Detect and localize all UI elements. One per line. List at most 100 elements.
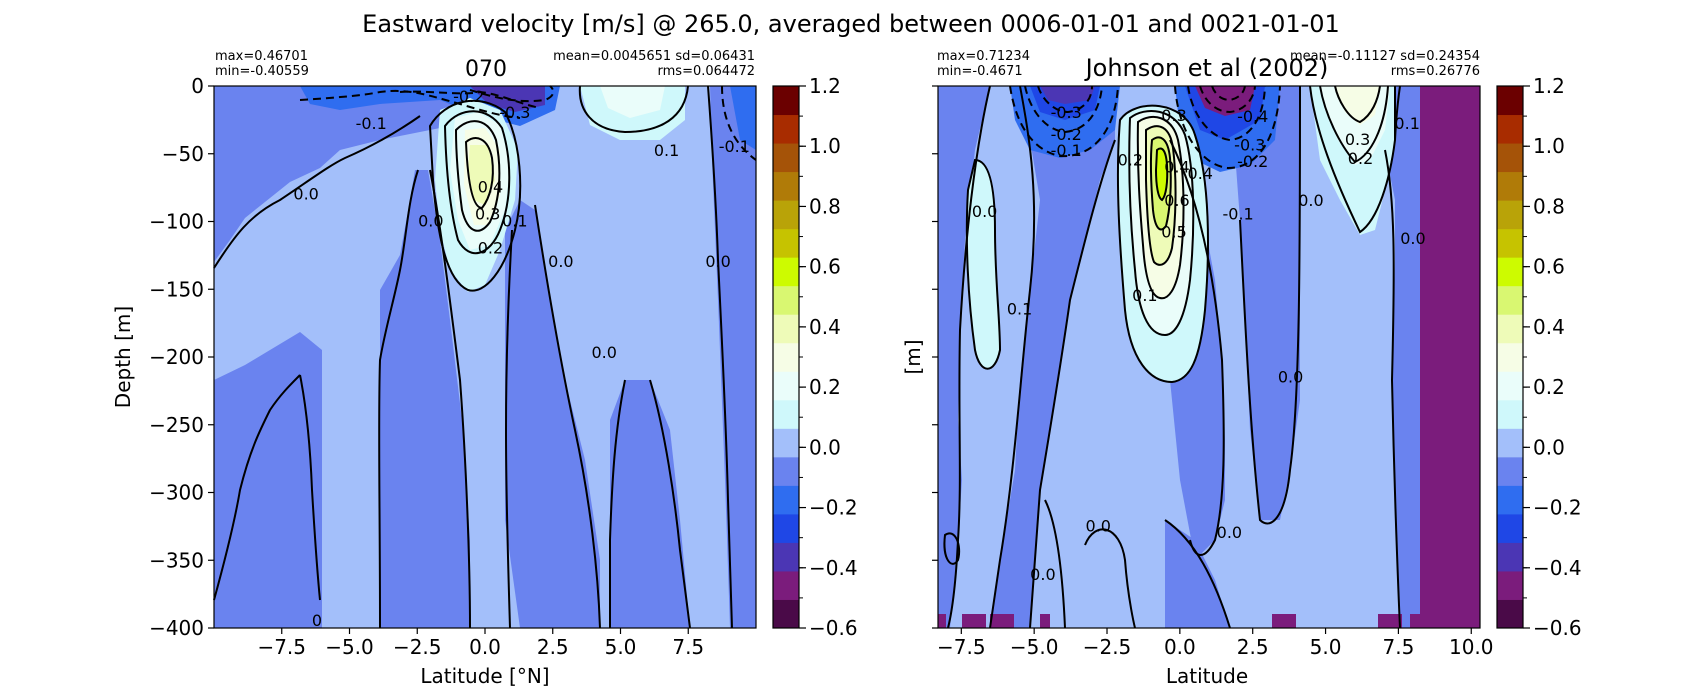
panel-obs-min: min=-0.4671 (937, 64, 1023, 79)
contour-line (1334, 85, 1381, 124)
colorbar-swatch (1497, 143, 1523, 173)
colorbar-obs: 1.2 1.0 0.8 0.6 0.4 0.2 0.0 −0.2 −0.4 −0.6 (1496, 74, 1582, 640)
contour-line (1169, 139, 1225, 556)
colorbar-tick-label: 1.0 (809, 134, 841, 158)
colorbar-swatch (773, 542, 799, 572)
colorbar-swatch (773, 399, 799, 429)
field-pos-west-pool (966, 160, 1000, 369)
contour-line (1029, 139, 1116, 629)
colorbar-swatch (773, 114, 799, 144)
contour-label: 0.3 (1345, 130, 1370, 149)
colorbar-tick-label: 0.6 (1533, 255, 1565, 279)
contour-label: -0.3 (499, 103, 530, 122)
contour-label: 0 (312, 611, 322, 630)
panel-obs-ylabel: [m] (901, 339, 925, 374)
contour-label: 0.3 (475, 205, 500, 224)
panel-model-field (214, 86, 756, 628)
contour-line (1309, 85, 1396, 234)
colorbar-swatch (773, 285, 799, 315)
panel-model-y-axis: 0 −50 −100 −150 −200 −250 −300 −350 −400 (149, 74, 214, 640)
contour-label: 0.0 (1030, 565, 1055, 584)
colorbar-swatch (773, 86, 799, 116)
panel-model-xlabel: Latitude [°N] (420, 664, 549, 688)
contour-label: 0.4 (1164, 157, 1189, 176)
panel-obs-rms: rms=0.26776 (1391, 64, 1480, 79)
contour-label: 0.0 (1400, 229, 1425, 248)
contour-line (399, 90, 541, 109)
contour-line (213, 374, 301, 601)
contour-line (989, 85, 1036, 629)
panel-model-x-axis: −7.5 −5.0 −2.5 0.0 2.5 5.0 7.5 (257, 628, 704, 659)
contour-label: 0.0 (1217, 523, 1242, 542)
panel-obs-y-axis (932, 85, 938, 629)
panel-model-ylabel: Depth [m] (111, 306, 135, 408)
contour-label: 0.0 (293, 184, 318, 203)
colorbar-swatch (1497, 399, 1523, 429)
colorbar-swatch (773, 342, 799, 372)
contour-line (965, 158, 1002, 370)
contour-label: 0.4 (478, 178, 503, 197)
colorbar-tick-label: 0.2 (1533, 375, 1565, 399)
contour-label: -0.2 (1237, 152, 1268, 171)
y-tick-label: −150 (149, 277, 204, 301)
y-tick-label: −50 (162, 142, 204, 166)
contour-label: -0.4 (1237, 107, 1268, 126)
panel-model: 070 max=0.46701 min=-0.40559 mean=0.0045… (111, 49, 757, 688)
colorbar-swatch (773, 570, 799, 600)
field-neg-band-1 (380, 170, 470, 628)
field-neg-surface-west (214, 86, 545, 262)
colorbar-swatch (1497, 599, 1523, 629)
colorbar-tick-label: 0.4 (809, 315, 841, 339)
panel-obs-title: Johnson et al (2002) (1084, 54, 1329, 82)
contour-line (534, 204, 601, 629)
colorbar-swatch (1497, 342, 1523, 372)
contour-line (464, 137, 494, 210)
colorbar-swatch (773, 228, 799, 258)
panel-model-contours (213, 85, 757, 629)
contour-line (1199, 85, 1256, 114)
panel-obs-xlabel: Latitude (1166, 664, 1248, 688)
colorbar-swatch (773, 143, 799, 173)
contour-line (649, 379, 691, 629)
field-neg-core-west-max (1040, 86, 1095, 104)
x-tick-label: 7.5 (672, 635, 704, 659)
contour-line (1164, 519, 1231, 629)
panel-model-rms: rms=0.064472 (658, 64, 755, 79)
colorbar-tick-label: 0.4 (1533, 315, 1565, 339)
x-tick-label: −7.5 (937, 635, 986, 659)
field-neg-band-2 (505, 200, 600, 628)
colorbar-swatch (773, 485, 799, 515)
colorbar-tick-label: 0.0 (1533, 435, 1565, 459)
panel-obs-field (938, 86, 1480, 628)
contour-label: -0.2 (453, 87, 484, 106)
colorbar-model: 1.2 1.0 0.8 0.6 0.4 0.2 0.0 −0.2 −0.4 −0.6 (772, 74, 858, 640)
field-neg-band-4 (1375, 86, 1420, 628)
contour-line (1037, 85, 1093, 114)
colorbar-swatch (773, 200, 799, 230)
contour-line (1154, 147, 1169, 202)
contour-label: 0.4 (1188, 164, 1213, 183)
colorbar-swatch (1497, 285, 1523, 315)
x-tick-label: 10.0 (1449, 635, 1494, 659)
contour-line (428, 99, 522, 292)
contour-label: 0.0 (705, 252, 730, 271)
field-bottom-cell (1410, 614, 1420, 628)
contour-label: 0.1 (1007, 300, 1032, 319)
colorbar-tick-label: −0.6 (1533, 616, 1582, 640)
field-bottom-cell (990, 614, 1014, 628)
x-tick-label: 2.5 (537, 635, 569, 659)
x-tick-label: 7.5 (1383, 635, 1415, 659)
panel-model-min: min=-0.40559 (215, 64, 309, 79)
panel-obs-contours (943, 85, 1401, 629)
colorbar-swatch (1497, 228, 1523, 258)
field-neg-band-3 (1230, 86, 1300, 520)
colorbar-swatch (773, 456, 799, 486)
field-bottom-cell (962, 614, 986, 628)
contour-label: 0.0 (972, 202, 997, 221)
colorbar-tick-label: 0.8 (1533, 194, 1565, 218)
x-tick-label: 0.0 (469, 635, 501, 659)
colorbar-tick-label: 0.2 (809, 375, 841, 399)
colorbar-swatch (1497, 513, 1523, 543)
contour-line (721, 85, 757, 161)
contour-line (1187, 85, 1266, 142)
